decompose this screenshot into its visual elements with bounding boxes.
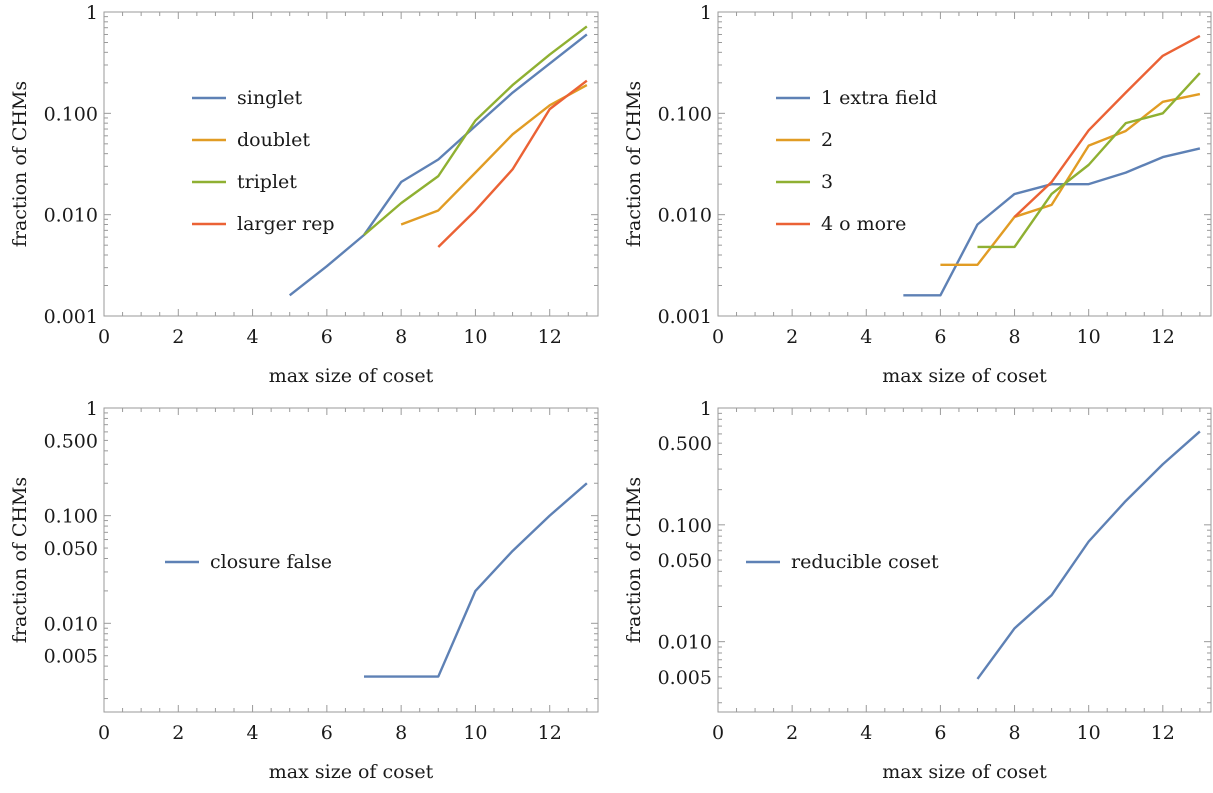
legend-label: reducible coset bbox=[791, 551, 939, 573]
x-tick-label: 2 bbox=[172, 722, 184, 744]
x-tick-label: 6 bbox=[321, 722, 333, 744]
legend-label: triplet bbox=[237, 171, 297, 193]
legend-label: 3 bbox=[821, 171, 833, 193]
x-tick-label: 2 bbox=[786, 326, 798, 348]
x-tick-label: 0 bbox=[98, 326, 110, 348]
y-tick-label: 0.010 bbox=[658, 205, 712, 227]
x-tick-label: 8 bbox=[1008, 722, 1020, 744]
x-tick-label: 10 bbox=[463, 722, 487, 744]
x-tick-label: 4 bbox=[860, 326, 872, 348]
x-tick-label: 4 bbox=[247, 326, 259, 348]
x-tick-label: 10 bbox=[463, 326, 487, 348]
y-tick-label: 0.005 bbox=[658, 667, 712, 689]
y-tick-label: 0.100 bbox=[658, 103, 712, 125]
x-tick-label: 2 bbox=[172, 326, 184, 348]
y-tick-label: 0.100 bbox=[658, 515, 712, 537]
y-tick-label: 0.500 bbox=[44, 430, 98, 452]
x-tick-label: 12 bbox=[1151, 326, 1175, 348]
y-axis-title: fraction of CHMs bbox=[623, 81, 645, 247]
x-tick-label: 8 bbox=[395, 722, 407, 744]
x-tick-label: 6 bbox=[934, 326, 946, 348]
y-tick-label: 1 bbox=[86, 2, 98, 24]
x-tick-label: 6 bbox=[321, 326, 333, 348]
y-tick-label: 0.050 bbox=[658, 550, 712, 572]
chart-panel-2: 0 2 4 6 8 10 12 0.001 0.010 0.100 1 max size of cos… bbox=[623, 2, 1212, 387]
x-axis-title: max size of coset bbox=[269, 761, 434, 783]
plot-frame bbox=[103, 407, 599, 713]
x-tick-label: 10 bbox=[1077, 326, 1101, 348]
y-tick-label: 1 bbox=[700, 398, 712, 420]
y-tick-label: 0.010 bbox=[44, 205, 98, 227]
chart-panel-1: 0 2 4 6 8 10 12 0.001 0.010 0.100 1 max size of cos… bbox=[9, 2, 599, 387]
x-tick-label: 4 bbox=[247, 722, 259, 744]
series-line-1 bbox=[976, 430, 1201, 680]
legend: 1 extra field 2 3 4 o more bbox=[776, 87, 937, 235]
chart-panel-4: 0 2 4 6 8 10 12 0.005 0.010 0.050 0.100 0.500 1 max s… bbox=[623, 398, 1212, 783]
legend-label: 1 extra field bbox=[821, 87, 937, 109]
x-tick-label: 8 bbox=[1008, 326, 1020, 348]
series-line-1 bbox=[903, 147, 1201, 297]
x-axis-title: max size of coset bbox=[882, 761, 1047, 783]
series-line-1 bbox=[288, 33, 588, 297]
x-tick-label: 0 bbox=[712, 326, 724, 348]
legend-label: singlet bbox=[237, 87, 303, 109]
y-tick-label: 1 bbox=[700, 2, 712, 24]
legend-label: larger rep bbox=[237, 213, 335, 235]
y-tick-label: 0.100 bbox=[44, 506, 98, 528]
y-tick-label: 0.050 bbox=[44, 538, 98, 560]
y-axis-title: fraction of CHMs bbox=[9, 81, 31, 247]
x-tick-label: 12 bbox=[538, 722, 562, 744]
legend-label: 2 bbox=[821, 129, 833, 151]
x-tick-label: 2 bbox=[786, 722, 798, 744]
plot-frame bbox=[103, 11, 599, 317]
x-axis-title: max size of coset bbox=[269, 365, 434, 387]
y-tick-label: 1 bbox=[86, 398, 98, 420]
series-line-2 bbox=[400, 84, 588, 226]
x-tick-label: 0 bbox=[712, 722, 724, 744]
x-tick-label: 8 bbox=[395, 326, 407, 348]
x-axis-title: max size of coset bbox=[882, 365, 1047, 387]
x-tick-label: 4 bbox=[860, 722, 872, 744]
y-tick-label: 0.001 bbox=[658, 306, 712, 328]
x-tick-label: 12 bbox=[538, 326, 562, 348]
y-axis-title: fraction of CHMs bbox=[9, 477, 31, 643]
series-line-2 bbox=[940, 92, 1201, 267]
legend-label: doublet bbox=[237, 129, 310, 151]
plot-frame bbox=[717, 11, 1212, 317]
legend: singlet doublet triplet larger rep bbox=[192, 87, 335, 235]
y-tick-label: 0.005 bbox=[44, 646, 98, 668]
y-tick-label: 0.010 bbox=[658, 632, 712, 654]
legend-label: closure false bbox=[210, 551, 332, 573]
chart-panel-3: 0 2 4 6 8 10 12 0.005 0.010 0.050 0.100 0.500 1 max s… bbox=[9, 398, 599, 783]
series-line-1 bbox=[364, 482, 588, 678]
legend: closure false bbox=[165, 551, 332, 573]
y-tick-label: 0.500 bbox=[658, 433, 712, 455]
x-tick-label: 12 bbox=[1151, 722, 1175, 744]
series-line-4 bbox=[437, 79, 588, 248]
y-axis-title: fraction of CHMs bbox=[623, 477, 645, 643]
series-line-3 bbox=[977, 72, 1201, 249]
y-tick-label: 0.001 bbox=[44, 306, 98, 328]
x-tick-label: 6 bbox=[934, 722, 946, 744]
y-tick-label: 0.100 bbox=[44, 103, 98, 125]
y-tick-label: 0.010 bbox=[44, 613, 98, 635]
legend-label: 4 o more bbox=[821, 213, 906, 235]
x-tick-label: 0 bbox=[98, 722, 110, 744]
series-line-4 bbox=[1013, 34, 1201, 218]
legend: reducible coset bbox=[746, 551, 939, 573]
x-tick-label: 10 bbox=[1077, 722, 1101, 744]
series-line-3 bbox=[363, 25, 588, 236]
